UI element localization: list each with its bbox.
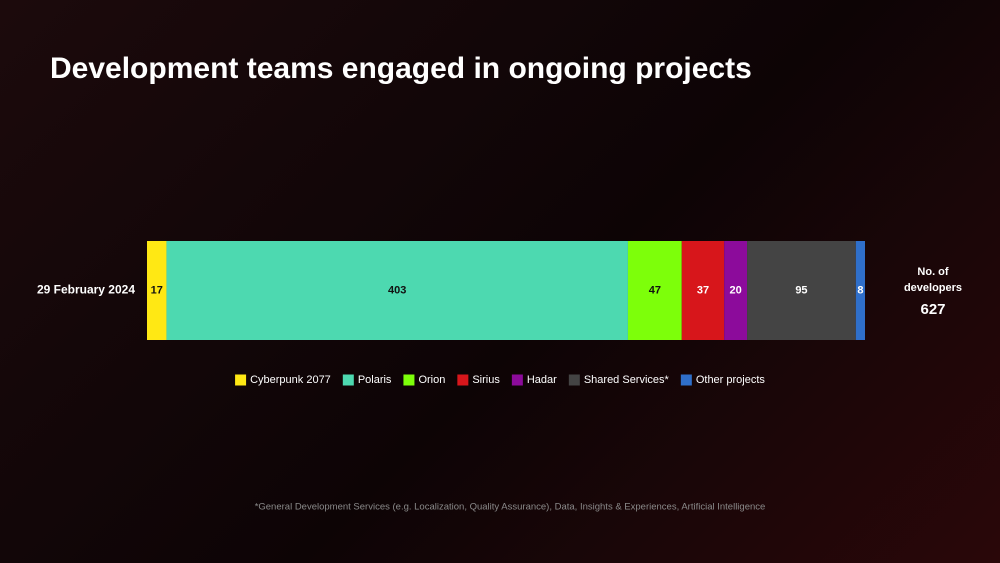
- legend-swatch: [511, 374, 523, 386]
- value-label: 47: [649, 284, 661, 296]
- category-label: 29 February 2024: [37, 283, 135, 297]
- legend-swatch: [680, 374, 692, 386]
- value-label: 17: [151, 284, 163, 296]
- legend-label: Sirius: [472, 374, 500, 386]
- bar-segment: [855, 241, 865, 340]
- value-label: 8: [857, 284, 863, 296]
- legend-label: Polaris: [358, 374, 392, 386]
- legend-swatch: [235, 374, 247, 386]
- total-value: 627: [920, 301, 946, 318]
- value-label: 20: [729, 284, 741, 296]
- footnote: *General Development Services (e.g. Loca…: [255, 502, 766, 513]
- value-label: 403: [388, 284, 406, 296]
- value-label: 95: [795, 284, 807, 296]
- bar-segment: [147, 241, 167, 340]
- legend-swatch: [403, 374, 415, 386]
- bar-segment: [747, 241, 856, 340]
- legend-label: Hadar: [527, 374, 557, 386]
- bar-segment: [724, 241, 748, 340]
- legend-label: Shared Services*: [584, 374, 670, 386]
- bar-segment: [627, 241, 682, 340]
- legend-label: Other projects: [696, 374, 766, 386]
- chart-title: Development teams engaged in ongoing pro…: [50, 52, 752, 85]
- legend-swatch: [342, 374, 354, 386]
- value-label: 37: [697, 284, 709, 296]
- bar-segment: [166, 241, 628, 340]
- legend-label: Cyberpunk 2077: [250, 374, 331, 386]
- legend-label: Orion: [418, 374, 445, 386]
- legend-swatch: [457, 374, 469, 386]
- total-label: No. of developers: [903, 266, 963, 294]
- legend-swatch: [568, 374, 580, 386]
- bar-segment: [681, 241, 725, 340]
- total: No. of developers 627: [893, 264, 973, 318]
